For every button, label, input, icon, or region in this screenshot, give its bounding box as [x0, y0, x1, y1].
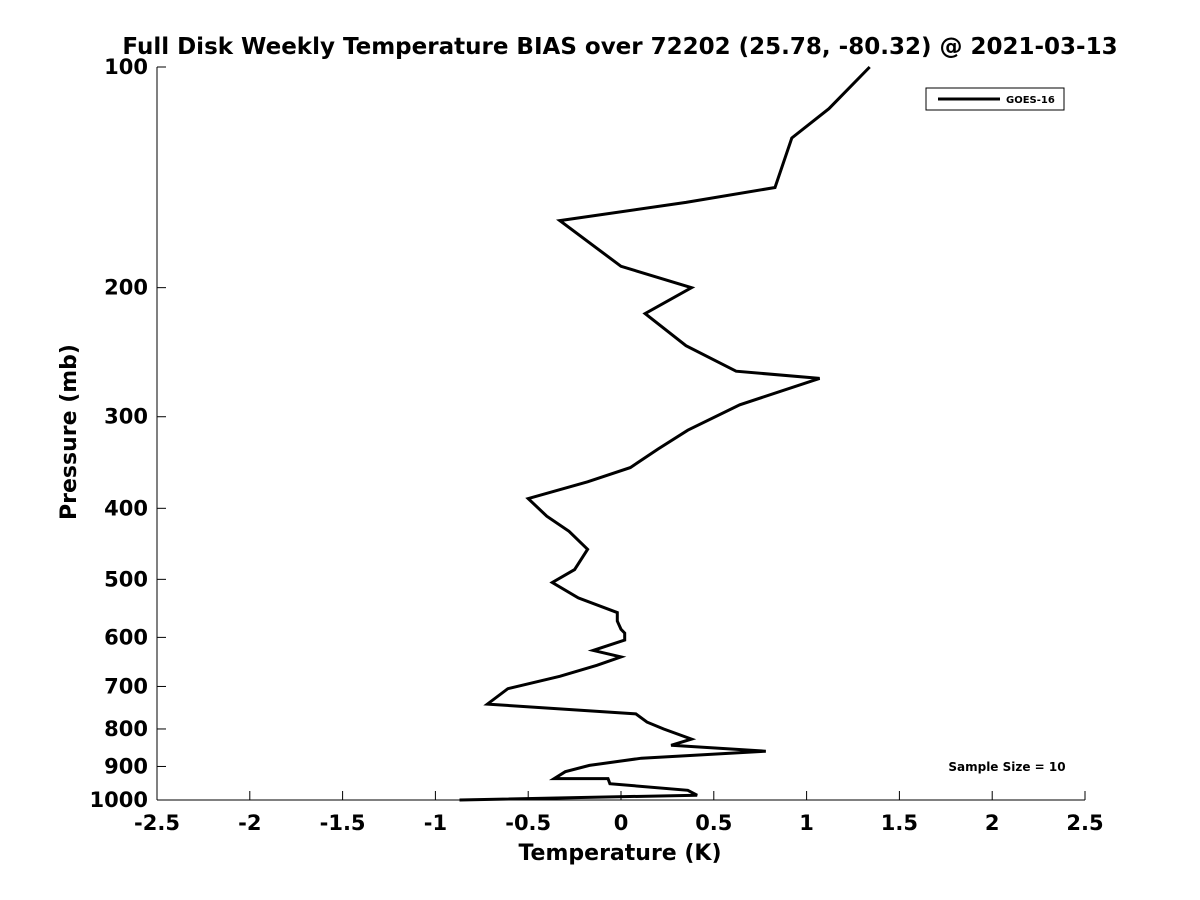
y-tick-label: 400 — [104, 496, 148, 520]
sample-size-annotation: Sample Size = 10 — [948, 760, 1065, 774]
x-axis-label: Temperature (K) — [518, 841, 721, 866]
series-layer — [459, 65, 871, 802]
x-tick-label: -1.5 — [320, 811, 366, 835]
x-axis-ticks: -2.5 -2 -1.5 -1 -0.5 0 0.5 1 1.5 2 2.5 — [134, 791, 1104, 835]
y-tick-label: 800 — [104, 717, 148, 741]
x-tick-label: 2.5 — [1066, 811, 1103, 835]
x-tick-label: -1 — [424, 811, 447, 835]
y-tick-label: 200 — [104, 276, 148, 300]
y-tick-label: 300 — [104, 405, 148, 429]
series-line-goes16 — [459, 65, 871, 802]
x-tick-label: -2 — [238, 811, 261, 835]
y-tick-label: 700 — [104, 674, 148, 698]
x-tick-label: -0.5 — [505, 811, 551, 835]
y-tick-label: 1000 — [90, 788, 148, 812]
y-tick-label: 900 — [104, 754, 148, 778]
y-tick-label: 500 — [104, 567, 148, 591]
plot-axes — [156, 67, 1085, 801]
legend-label: GOES-16 — [1006, 95, 1055, 106]
x-tick-label: 1.5 — [881, 811, 918, 835]
legend: GOES-16 — [925, 87, 1065, 111]
x-tick-label: 0 — [614, 811, 629, 835]
x-tick-label: 1 — [799, 811, 814, 835]
x-tick-label: 2 — [985, 811, 1000, 835]
y-axis-label: Pressure (mb) — [57, 344, 82, 520]
y-axis-ticks: 100 200 300 400 500 600 700 800 900 1000 — [90, 55, 166, 812]
y-tick-label: 100 — [104, 55, 148, 79]
chart-title: Full Disk Weekly Temperature BIAS over 7… — [122, 34, 1117, 60]
x-tick-label: 0.5 — [695, 811, 732, 835]
x-tick-label: -2.5 — [134, 811, 180, 835]
y-tick-label: 600 — [104, 625, 148, 649]
